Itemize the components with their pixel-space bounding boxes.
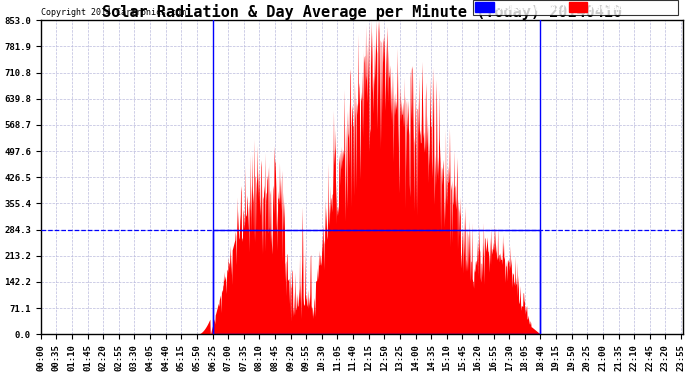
Title: Solar Radiation & Day Average per Minute (Today) 20140410: Solar Radiation & Day Average per Minute… xyxy=(101,4,622,20)
Bar xyxy=(213,230,540,334)
Legend: Median (W/m2), Radiation (W/m2): Median (W/m2), Radiation (W/m2) xyxy=(473,0,678,15)
Text: Copyright 2014 Cartronics.com: Copyright 2014 Cartronics.com xyxy=(41,8,186,17)
